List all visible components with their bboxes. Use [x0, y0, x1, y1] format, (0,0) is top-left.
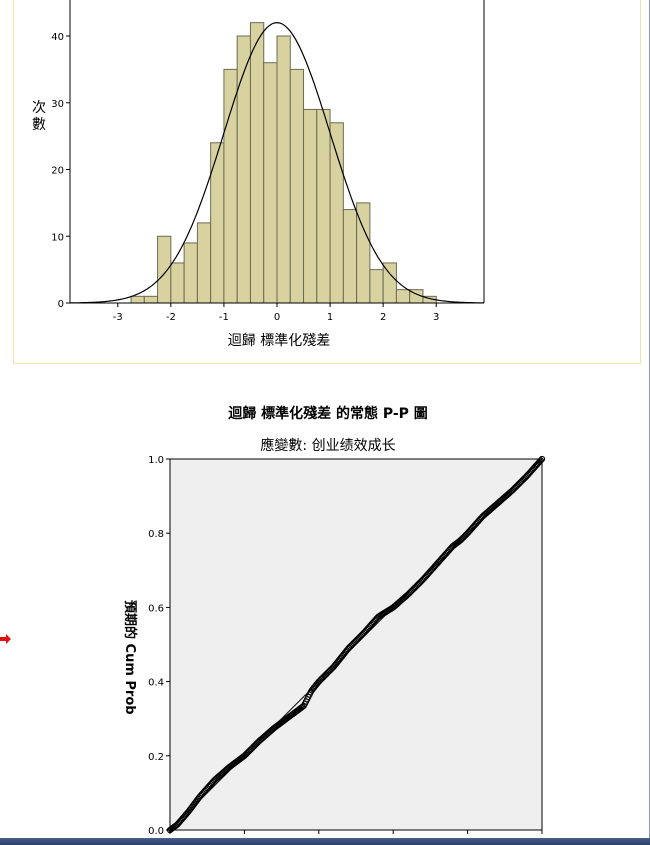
- histogram-xlabel: 迴歸 標準化殘差: [228, 332, 330, 349]
- pp-points: [166, 455, 546, 834]
- histogram-bar: [303, 108, 318, 304]
- histogram-bar: [382, 262, 397, 304]
- pp-y-tick-label: 0.8: [148, 529, 164, 540]
- histogram-bar: [276, 35, 291, 304]
- histogram-bars: [130, 22, 437, 304]
- histogram-x-tick-label: 0: [274, 312, 280, 323]
- pp-y-tick-label: 0.2: [148, 752, 164, 763]
- histogram-x-tick-label: -2: [166, 312, 176, 323]
- histogram-bar: [223, 68, 238, 304]
- histogram-y-tick-label: 40: [51, 32, 64, 43]
- histogram-x-tick-label: 2: [380, 312, 386, 323]
- bottom-border: [0, 838, 650, 845]
- normal-curve: [69, 21, 485, 304]
- histogram-y-tick-label: 20: [51, 166, 64, 177]
- pp-ylabel: 預期的 Cum Prob: [122, 600, 138, 715]
- histogram-bar: [369, 269, 384, 304]
- histogram-bar: [196, 222, 212, 304]
- histogram-bar: [395, 289, 411, 304]
- pp-point: [537, 457, 544, 464]
- pp-plot-chart: 迴歸 標準化殘差 的常態 P-P 圖 應變數: 创业绩效成长 0.0 0.2 0.4…: [122, 405, 550, 845]
- histogram-y-tick-label: 10: [51, 232, 64, 243]
- histogram-bar: [289, 68, 305, 304]
- histogram-bar: [249, 22, 265, 304]
- histogram-x-tick-label: 3: [433, 312, 439, 323]
- pp-y-ticks: 0.0 0.2 0.4 0.6 0.8 1.0: [148, 455, 170, 837]
- histogram-bar: [183, 242, 198, 304]
- pp-subtitle: 應變數: 创业绩效成长: [260, 437, 395, 454]
- histogram-ylabel: 次數: [32, 100, 46, 133]
- histogram-chart: 0 10 20 30 40 -3 -2 -1 0 1 2 3 迴歸 標準化殘差 次數: [32, 0, 485, 349]
- histogram-bar: [342, 209, 358, 304]
- histogram-bar: [316, 108, 331, 304]
- histogram-bar: [170, 262, 185, 304]
- red-arrow-icon: [0, 634, 11, 644]
- pp-y-tick-label: 0.0: [148, 826, 164, 837]
- histogram-frame: [13, 0, 641, 364]
- pp-y-tick-label: 1.0: [148, 455, 164, 466]
- pp-y-tick-label: 0.6: [148, 603, 164, 614]
- histogram-y-ticks: 0 10 20 30 40: [51, 32, 70, 310]
- histogram-bar: [143, 295, 159, 304]
- histogram-bar: [236, 35, 251, 304]
- pp-point: [538, 455, 546, 463]
- histogram-bar: [157, 235, 172, 304]
- histogram-y-tick-label: 0: [58, 299, 64, 310]
- histogram-x-tick-label: -3: [113, 312, 123, 323]
- histogram-y-tick-label: 30: [51, 99, 64, 110]
- pp-title: 迴歸 標準化殘差 的常態 P-P 圖: [227, 405, 428, 422]
- histogram-x-tick-label: -1: [219, 312, 229, 323]
- histogram-bar: [130, 295, 145, 304]
- histogram-x-ticks: -3 -2 -1 0 1 2 3: [113, 303, 439, 323]
- histogram-bar: [329, 122, 344, 304]
- histogram-bar: [263, 62, 278, 304]
- histogram-x-tick-label: 1: [327, 312, 333, 323]
- pp-y-tick-label: 0.4: [148, 678, 164, 689]
